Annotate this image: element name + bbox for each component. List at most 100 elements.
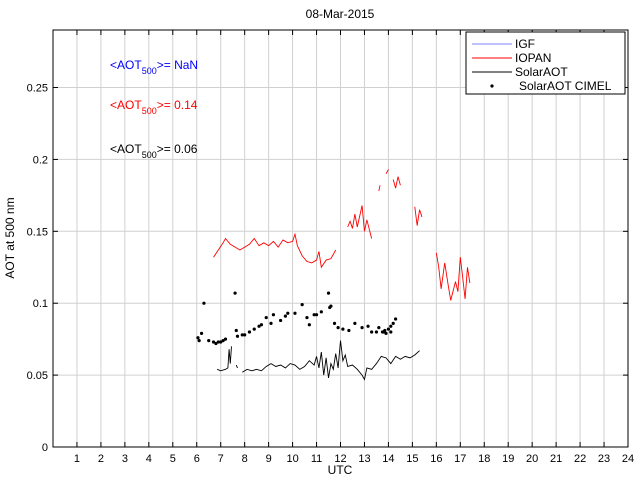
y-tick-label: 0 <box>42 442 48 454</box>
cimel-point <box>347 328 351 333</box>
cimel-point <box>283 314 287 318</box>
y-tick-label: 0.25 <box>27 83 48 95</box>
y-tick-label: 0.2 <box>33 154 48 166</box>
series-line-solaraot <box>235 364 238 369</box>
y-tick-label: 0.1 <box>33 298 48 310</box>
series-line-iopan <box>213 232 337 269</box>
series-line-solaraot <box>242 340 420 381</box>
x-tick-label: 14 <box>382 453 394 465</box>
legend-label: SolarAOT CIMEL <box>519 79 612 93</box>
cimel-point <box>219 340 223 344</box>
cimel-point <box>336 326 340 330</box>
x-tick-label: 18 <box>478 453 490 465</box>
cimel-point <box>221 338 225 343</box>
x-tick-label: 2 <box>98 453 104 465</box>
cimel-point <box>214 341 218 346</box>
legend-label: IGF <box>515 37 535 51</box>
x-tick-label: 3 <box>122 453 128 465</box>
cimel-point <box>235 334 240 338</box>
x-tick-label: 17 <box>454 453 466 465</box>
cimel-point <box>223 337 228 341</box>
series-line-iopan <box>378 185 381 192</box>
x-tick-label: 20 <box>526 453 538 465</box>
cimel-point <box>329 304 333 308</box>
cimel-point <box>353 321 357 325</box>
y-tick-label: 0.15 <box>27 226 48 238</box>
x-tick-label: 12 <box>334 453 346 465</box>
cimel-point <box>360 326 364 330</box>
data-marks <box>196 169 471 381</box>
x-tick-label: 13 <box>358 453 370 465</box>
x-axis-label: UTC <box>328 463 353 477</box>
cimel-point <box>341 327 345 331</box>
annotation-value: >= 0.06 <box>157 142 198 156</box>
annotation-prefix: <AOT <box>110 142 142 156</box>
x-tick-label: 24 <box>622 453 634 465</box>
cimel-point <box>233 291 237 295</box>
annotation-subscript: 500 <box>142 150 157 160</box>
cimel-point <box>305 315 309 320</box>
series-line-iopan <box>414 206 423 226</box>
x-tick-label: 15 <box>406 453 418 465</box>
series-line-iopan <box>435 252 471 301</box>
cimel-point <box>257 324 261 328</box>
x-tick-label: 22 <box>574 453 586 465</box>
cimel-point <box>240 333 244 337</box>
cimel-point <box>199 331 204 336</box>
cimel-point <box>391 321 395 325</box>
mean-aot-annotation: <AOT500>= 0.06 <box>110 142 198 160</box>
annotation-value: >= 0.14 <box>157 98 198 112</box>
chart-title: 08-Mar-2015 <box>306 7 375 21</box>
series-line-iopan <box>385 169 389 175</box>
x-tick-label: 9 <box>266 453 272 465</box>
cimel-point <box>202 301 206 305</box>
annotation-prefix: <AOT <box>110 98 142 112</box>
x-tick-label: 21 <box>550 453 562 465</box>
cimel-point <box>312 313 316 317</box>
y-axis-label: AOT at 500 nm <box>3 197 17 278</box>
cimel-point <box>383 328 387 333</box>
series-line-iopan <box>392 176 401 189</box>
cimel-point <box>389 324 393 328</box>
cimel-point <box>326 291 331 295</box>
cimel-point <box>389 330 393 334</box>
tick-labels: 1 2 3 4 5 6 7 8 9 10 11 12 13 14 15 16 17 18 19 20 21 22 23 240… <box>27 83 635 465</box>
annotation-subscript: 500 <box>142 66 157 76</box>
annotation-subscript: 500 <box>142 106 157 116</box>
cimel-point <box>197 338 201 343</box>
cimel-point <box>211 340 216 344</box>
legend-swatch <box>490 84 494 88</box>
cimel-point <box>307 323 311 327</box>
series-line-solaraot <box>216 346 232 372</box>
cimel-point <box>252 327 256 331</box>
y-tick-label: 0.05 <box>27 370 48 382</box>
cimel-point <box>207 338 211 343</box>
cimel-point <box>286 311 290 315</box>
x-tick-label: 6 <box>194 453 200 465</box>
cimel-point <box>264 315 268 320</box>
annotation-prefix: <AOT <box>110 58 142 72</box>
cimel-point <box>293 311 297 315</box>
cimel-point <box>196 336 200 340</box>
cimel-point <box>234 328 238 333</box>
annotation-value: >= NaN <box>157 58 198 72</box>
x-tick-label: 11 <box>311 453 322 465</box>
cimel-point <box>247 330 252 334</box>
cimel-point <box>319 310 323 314</box>
x-tick-label: 7 <box>218 453 224 465</box>
cimel-point <box>216 340 220 344</box>
series-line-iopan <box>347 205 373 239</box>
cimel-point <box>243 333 247 337</box>
mean-annotations: <AOT500>= NaN<AOT500>= 0.14<AOT500>= 0.0… <box>110 58 198 160</box>
mean-aot-annotation: <AOT500>= 0.14 <box>110 98 198 116</box>
plot-frame <box>52 29 629 448</box>
cimel-point <box>332 321 337 325</box>
cimel-point <box>314 313 319 317</box>
x-tick-label: 23 <box>598 453 610 465</box>
cimel-point <box>366 324 370 328</box>
legend-box <box>465 31 626 95</box>
cimel-point <box>386 327 391 331</box>
